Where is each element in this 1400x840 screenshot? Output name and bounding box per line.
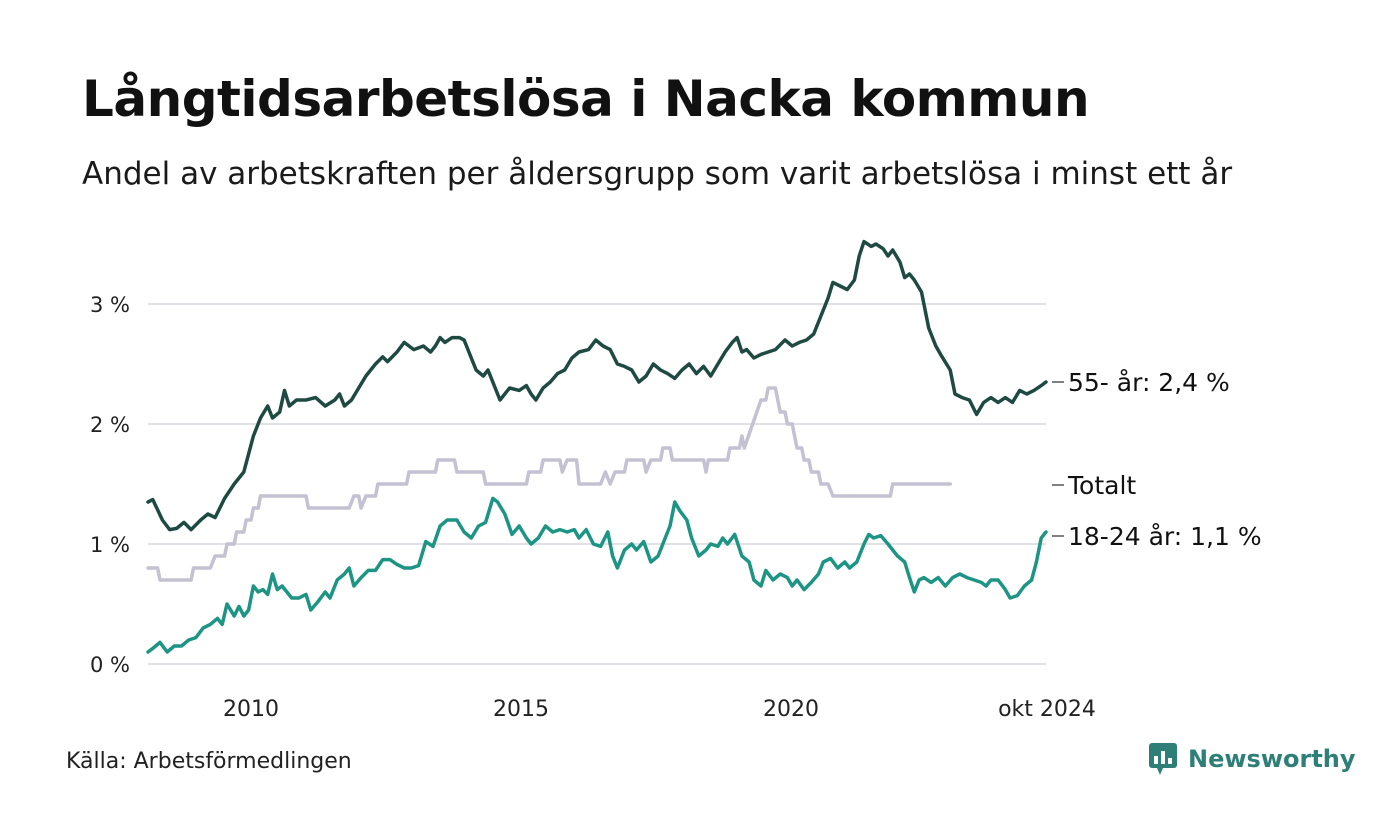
series-label-total: Totalt <box>1067 471 1136 500</box>
series-label-young: 18-24 år: 1,1 % <box>1068 522 1262 551</box>
chart-subtitle: Andel av arbetskraften per åldersgrupp s… <box>82 156 1233 192</box>
x-tick-label: 2015 <box>493 697 549 722</box>
source-note: Källa: Arbetsförmedlingen <box>66 749 352 774</box>
y-tick-label: 1 % <box>90 533 130 557</box>
y-axis: 0 % 1 % 2 % 3 % <box>90 293 130 677</box>
series-line-s55 <box>146 239 1048 532</box>
chart-title: Långtidsarbetslösa i Nacka kommun <box>82 70 1090 128</box>
series-label-s55: 55- år: 2,4 % <box>1068 368 1230 397</box>
x-tick-label: 2020 <box>763 697 819 722</box>
brand-logo[interactable]: Newsworthy <box>1148 742 1356 776</box>
series-end-labels: 55- år: 2,4 % Totalt 18-24 år: 1,1 % <box>1052 368 1262 551</box>
y-tick-label: 0 % <box>90 653 130 677</box>
brand-name: Newsworthy <box>1188 745 1356 773</box>
x-tick-label: okt 2024 <box>998 697 1096 722</box>
series-line-young <box>146 496 1048 654</box>
x-axis: 2010 2015 2020 okt 2024 <box>223 697 1096 722</box>
y-tick-label: 3 % <box>90 293 130 317</box>
series-line-total <box>146 386 952 582</box>
y-tick-label: 2 % <box>90 413 130 437</box>
x-tick-label: 2010 <box>223 697 279 722</box>
series-lines <box>146 239 1048 654</box>
grid-lines <box>148 303 1046 665</box>
newsworthy-logo-icon <box>1149 743 1177 775</box>
